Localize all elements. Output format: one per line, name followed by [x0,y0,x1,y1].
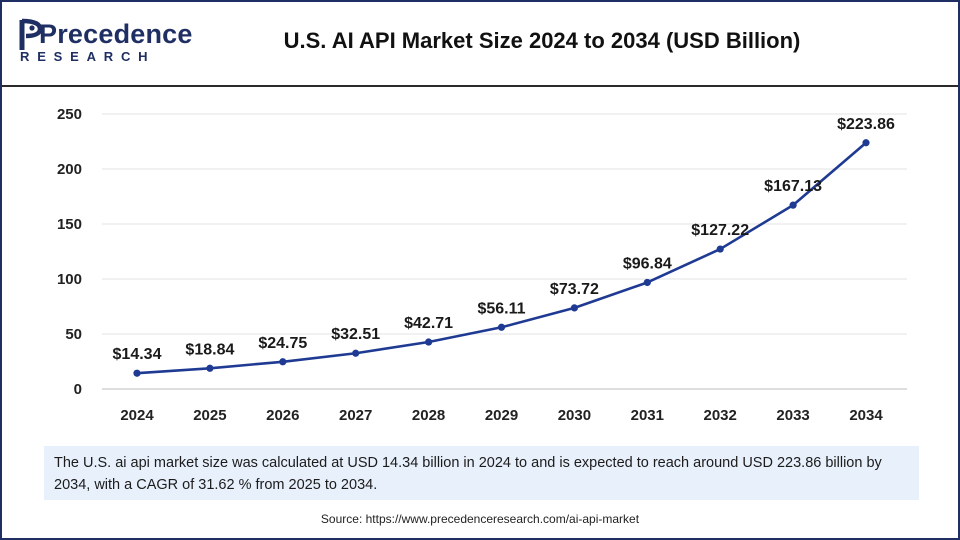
y-tick-label: 0 [74,381,82,398]
x-axis: 2024 2025 2026 2027 2028 2029 2030 2031 2032 2033… [102,388,907,424]
x-tick-label: 2027 [339,407,372,424]
data-label: $167.13 [764,178,822,195]
header: Precedence RESEARCH U.S. AI API Market S… [2,2,958,87]
grid-layer [102,113,907,335]
x-tick-label: 2028 [412,407,445,424]
y-tick-label: 150 [57,216,82,233]
x-tick-label: 2032 [704,407,737,424]
x-tick-label: 2031 [631,407,664,424]
precedence-research-logo: Precedence RESEARCH [16,16,192,68]
description-box: The U.S. ai api market size was calculat… [44,446,919,500]
y-tick-label: 250 [57,106,82,123]
data-label: $96.84 [623,255,672,272]
data-point [279,358,287,366]
y-tick-label: 100 [57,271,82,288]
data-point [570,304,579,312]
series-layer [133,139,870,377]
logo-subtitle: RESEARCH [20,49,156,64]
data-point [862,139,870,147]
data-labels: $14.34 $18.84 $24.75 $32.51 $42.71 $56.11 $73.… [113,116,895,363]
data-point [716,245,724,253]
x-tick-label: 2030 [558,407,591,424]
x-tick-label: 2033 [776,407,809,424]
data-point [206,364,214,372]
data-label: $42.71 [404,315,453,332]
y-tick-label: 200 [57,161,82,178]
data-point [497,323,506,331]
logo-wordmark: Precedence [39,19,193,49]
data-label: $127.22 [691,222,749,239]
logo-mark-icon [19,18,43,50]
data-label: $32.51 [331,326,380,343]
data-point [133,369,141,377]
chart-title: U.S. AI API Market Size 2024 to 2034 (US… [283,28,801,53]
data-point [352,349,360,357]
data-label: $56.11 [477,300,525,317]
data-point [643,278,651,287]
data-label: $223.86 [837,116,895,133]
x-tick-label: 2026 [266,407,299,424]
data-point [789,201,797,209]
x-tick-label: 2024 [120,407,154,424]
source-text: Source: https://www.precedenceresearch.c… [320,512,640,526]
x-tick-label: 2025 [193,407,226,424]
data-label: $18.84 [185,341,234,358]
x-tick-label: 2029 [485,407,518,424]
data-label: $14.34 [113,346,162,363]
line-chart: 0 50 100 150 200 250 2024 2025 2026 2027 2028 2029… [57,106,907,424]
data-point [425,338,433,346]
x-tick-label: 2034 [849,407,883,424]
data-label: $73.72 [550,281,599,298]
data-label: $24.75 [258,335,307,352]
series-line [136,141,867,375]
y-axis: 0 50 100 150 200 250 [57,106,82,398]
y-tick-label: 50 [65,326,82,343]
